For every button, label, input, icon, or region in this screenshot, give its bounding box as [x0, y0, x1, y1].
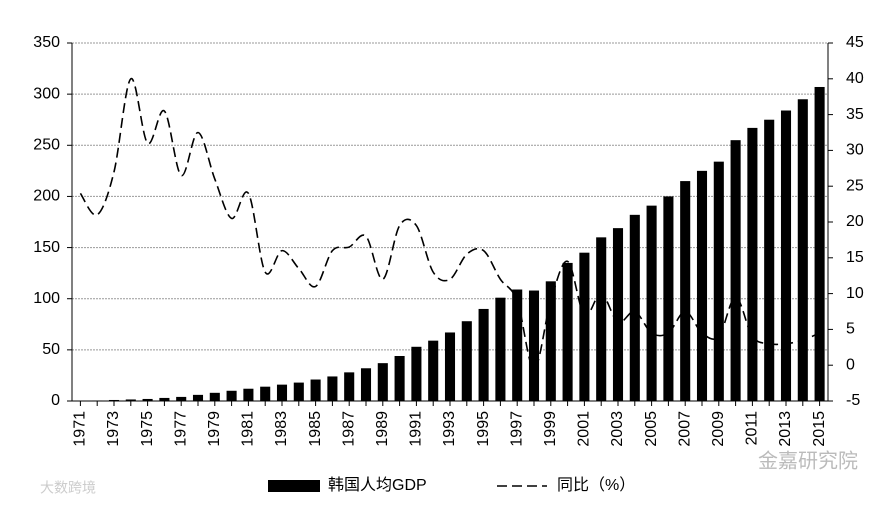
watermark: 金嘉研究院: [758, 449, 858, 472]
y-tick-label: 250: [33, 137, 60, 154]
bar: [696, 170, 708, 401]
bar: [176, 396, 187, 401]
bar: [192, 394, 204, 401]
bar: [411, 346, 422, 401]
bar: [159, 397, 170, 401]
bar: [612, 228, 624, 401]
x-tick-label: 1989: [374, 411, 391, 447]
bar: [747, 127, 758, 401]
x-tick-label: 2003: [609, 411, 626, 447]
bar: [579, 252, 590, 401]
y-tick-label: 200: [33, 188, 60, 205]
bar: [293, 382, 304, 401]
x-tick-label: 1993: [441, 411, 458, 447]
bar: [444, 332, 456, 401]
bar: [377, 363, 388, 401]
x-tick-label: 1991: [408, 411, 425, 447]
y2-tick-label: -5: [846, 392, 860, 409]
bar: [327, 376, 338, 401]
x-tick-label: 1977: [172, 411, 189, 447]
bar: [310, 379, 321, 401]
y-tick-label: 300: [33, 85, 60, 102]
bar: [629, 214, 640, 401]
y2-tick-label: 30: [846, 142, 864, 159]
bar: [646, 205, 657, 401]
x-tick-label: 2005: [643, 411, 660, 447]
x-tick-label: 1997: [508, 411, 525, 447]
bar: [730, 140, 741, 401]
y-tick-label: 50: [42, 341, 60, 358]
bar: [478, 308, 489, 401]
legend-label: 韩国人均GDP: [328, 476, 427, 494]
y2-tick-label: 20: [846, 213, 864, 230]
y2-tick-label: 0: [846, 356, 855, 373]
bar: [663, 196, 674, 401]
y-tick-label: 150: [33, 239, 60, 256]
bar: [226, 390, 237, 401]
bar: [713, 161, 724, 401]
bar: [680, 181, 691, 401]
x-tick-label: 1973: [105, 411, 122, 447]
x-tick-label: 2015: [811, 411, 828, 447]
bar: [360, 368, 372, 401]
bar: [764, 119, 775, 401]
x-tick-label: 1983: [273, 411, 290, 447]
bar: [276, 384, 288, 401]
x-tick-label: 2011: [744, 411, 761, 446]
bar: [596, 237, 607, 401]
x-tick-label: 1975: [139, 411, 156, 447]
bar: [92, 400, 103, 401]
bar: [142, 398, 153, 401]
bar: [814, 86, 825, 402]
y2-tick-label: 5: [846, 321, 855, 338]
bar: [243, 388, 254, 401]
bar: [260, 386, 271, 401]
bar: [428, 340, 439, 401]
legend-label: 同比（%）: [557, 476, 635, 494]
y-tick-label: 350: [33, 34, 60, 51]
x-tick-label: 1971: [72, 411, 89, 447]
y2-tick-label: 25: [846, 177, 864, 194]
bar: [545, 281, 556, 401]
bar: [780, 110, 792, 401]
bar: [495, 297, 506, 401]
watermark: 大数跨境: [40, 480, 96, 496]
y2-tick-label: 10: [846, 285, 864, 302]
x-tick-label: 1985: [307, 411, 324, 447]
bar: [512, 289, 523, 401]
bar: [797, 99, 808, 401]
x-tick-label: 2013: [777, 411, 794, 447]
bar: [528, 290, 540, 401]
legend-swatch: [268, 480, 320, 492]
y-tick-label: 0: [51, 392, 60, 409]
bar: [562, 262, 573, 401]
x-tick-label: 1999: [542, 411, 559, 447]
x-tick-label: 2009: [710, 411, 727, 447]
bar: [108, 399, 120, 401]
x-tick-label: 2001: [576, 411, 593, 447]
y2-tick-label: 35: [846, 106, 864, 123]
y2-tick-label: 45: [846, 34, 864, 51]
y-tick-label: 100: [33, 290, 60, 307]
line: [79, 77, 820, 370]
x-tick-label: 1987: [340, 411, 357, 447]
x-tick-label: 1981: [240, 411, 257, 447]
bar: [209, 392, 220, 401]
x-tick-label: 1995: [475, 411, 492, 447]
x-tick-label: 2007: [676, 411, 693, 447]
bar: [394, 355, 405, 401]
x-tick-label: 1979: [206, 411, 223, 447]
bar: [125, 399, 136, 401]
bar: [461, 321, 472, 401]
y2-tick-label: 40: [846, 70, 864, 87]
y2-tick-label: 15: [846, 249, 864, 266]
bar: [344, 372, 355, 401]
